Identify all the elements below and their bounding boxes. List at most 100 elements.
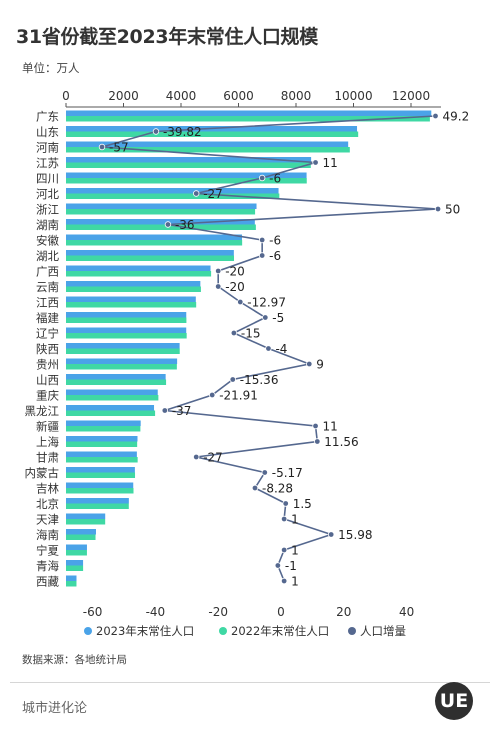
growth-line-series: 49.2-39.82-5711-6-2750-36-6-6-20-20-12.9… — [98, 110, 469, 589]
growth-point — [258, 174, 266, 182]
top-axis-tick-label: 10000 — [334, 89, 372, 103]
growth-data-label: 1.5 — [293, 497, 312, 511]
bar-2022 — [66, 410, 156, 416]
bar-2023 — [66, 203, 257, 209]
bar-2022 — [66, 224, 256, 230]
category-label: 湖南 — [36, 218, 59, 232]
category-label: 湖北 — [36, 249, 59, 263]
legend-marker — [348, 627, 356, 635]
bar-2022 — [66, 286, 201, 292]
growth-data-label: -6 — [269, 234, 281, 248]
category-label: 广东 — [36, 110, 59, 124]
category-label: 陕西 — [36, 342, 59, 356]
growth-data-label: 1 — [291, 575, 299, 589]
bottom-axis-tick-label: 40 — [399, 605, 414, 619]
bar-2022 — [66, 162, 311, 168]
growth-point — [280, 515, 288, 523]
bar-2022 — [66, 565, 84, 571]
growth-data-label: 50 — [445, 203, 460, 217]
category-label: 吉林 — [36, 482, 59, 496]
bar-2023 — [66, 172, 307, 178]
growth-data-label: 15.98 — [338, 528, 372, 542]
growth-data-label: -39.82 — [163, 125, 202, 139]
growth-data-label: -12.97 — [247, 296, 286, 310]
growth-data-label: -21.91 — [219, 389, 258, 403]
bar-2023 — [66, 141, 349, 147]
bar-2023 — [66, 265, 211, 271]
bar-2023 — [66, 374, 166, 380]
bottom-axis-tick-label: -40 — [146, 605, 166, 619]
top-axis-tick-label: 2000 — [108, 89, 139, 103]
category-label: 江西 — [36, 296, 59, 310]
bar-2023 — [66, 358, 178, 364]
growth-data-label: -15 — [241, 327, 261, 341]
legend-label: 人口增量 — [360, 624, 406, 638]
bar-2023 — [66, 498, 129, 504]
growth-data-label: -20 — [225, 280, 245, 294]
growth-point — [274, 562, 282, 569]
growth-data-label: -57 — [109, 141, 129, 155]
category-label: 上海 — [36, 435, 59, 449]
category-label: 宁夏 — [36, 544, 59, 558]
growth-data-label: 49.2 — [442, 110, 469, 124]
category-label: 天津 — [36, 513, 59, 527]
bar-2023 — [66, 513, 106, 519]
growth-point — [432, 112, 439, 120]
legend: 2023年末常住人口 2022年末常住人口 人口增量 — [84, 624, 406, 638]
bar-2022 — [66, 581, 77, 587]
bar-2022 — [66, 271, 212, 277]
bar-2022 — [66, 395, 159, 401]
category-label: 广西 — [36, 265, 59, 279]
bar-2022 — [66, 550, 87, 556]
bar-2022 — [66, 364, 177, 370]
bar-2023 — [66, 327, 187, 333]
growth-data-label: 11 — [323, 420, 338, 434]
growth-data-label: 1 — [291, 513, 299, 527]
growth-point — [161, 407, 169, 414]
bar-2022 — [66, 488, 134, 494]
growth-point — [229, 376, 236, 383]
growth-point — [327, 531, 335, 538]
growth-point — [237, 298, 244, 306]
bar-2022 — [66, 379, 167, 385]
category-label: 新疆 — [36, 420, 59, 434]
bar-2022 — [66, 209, 256, 215]
bar-2023 — [66, 405, 155, 411]
growth-data-label: -20 — [225, 265, 245, 279]
growth-point — [214, 267, 222, 275]
category-label: 福建 — [36, 311, 59, 325]
bar-2023 — [66, 296, 196, 302]
footer-divider — [10, 682, 490, 683]
growth-point — [434, 205, 442, 213]
bottom-axis-tick-label: -60 — [83, 605, 103, 619]
growth-point — [98, 143, 106, 151]
bar-2022 — [66, 441, 138, 447]
brand-name: 城市进化论 — [22, 701, 88, 716]
bar-2022 — [66, 255, 235, 261]
growth-point — [164, 221, 172, 228]
unit-label: 单位：万人 — [22, 61, 80, 75]
bar-2022 — [66, 534, 96, 540]
growth-data-label: -37 — [172, 404, 192, 418]
bar-2023 — [66, 157, 312, 163]
growth-point — [312, 422, 319, 430]
category-label: 重庆 — [36, 389, 59, 403]
bar-2023 — [66, 575, 77, 581]
growth-data-label: -27 — [203, 451, 223, 465]
bar-2022 — [66, 348, 180, 354]
bar-2022 — [66, 178, 307, 184]
category-label: 西藏 — [36, 575, 59, 589]
growth-point — [282, 500, 289, 507]
category-label: 贵州 — [36, 358, 59, 372]
bar-2022 — [66, 426, 141, 432]
growth-data-label: 11 — [323, 156, 338, 170]
brand-logo: UE — [435, 682, 473, 720]
bar-2022 — [66, 116, 430, 122]
bar-2022 — [66, 147, 350, 153]
top-axis-tick-label: 12000 — [392, 89, 430, 103]
growth-data-label: -5.17 — [272, 466, 303, 480]
category-labels: 广东山东河南江苏四川河北浙江湖南安徽湖北广西云南江西福建辽宁陕西贵州山西重庆黑龙… — [25, 110, 60, 589]
growth-data-label: -5 — [272, 311, 284, 325]
top-axis-tick-label: 0 — [62, 89, 70, 103]
bar-2022 — [66, 333, 187, 339]
